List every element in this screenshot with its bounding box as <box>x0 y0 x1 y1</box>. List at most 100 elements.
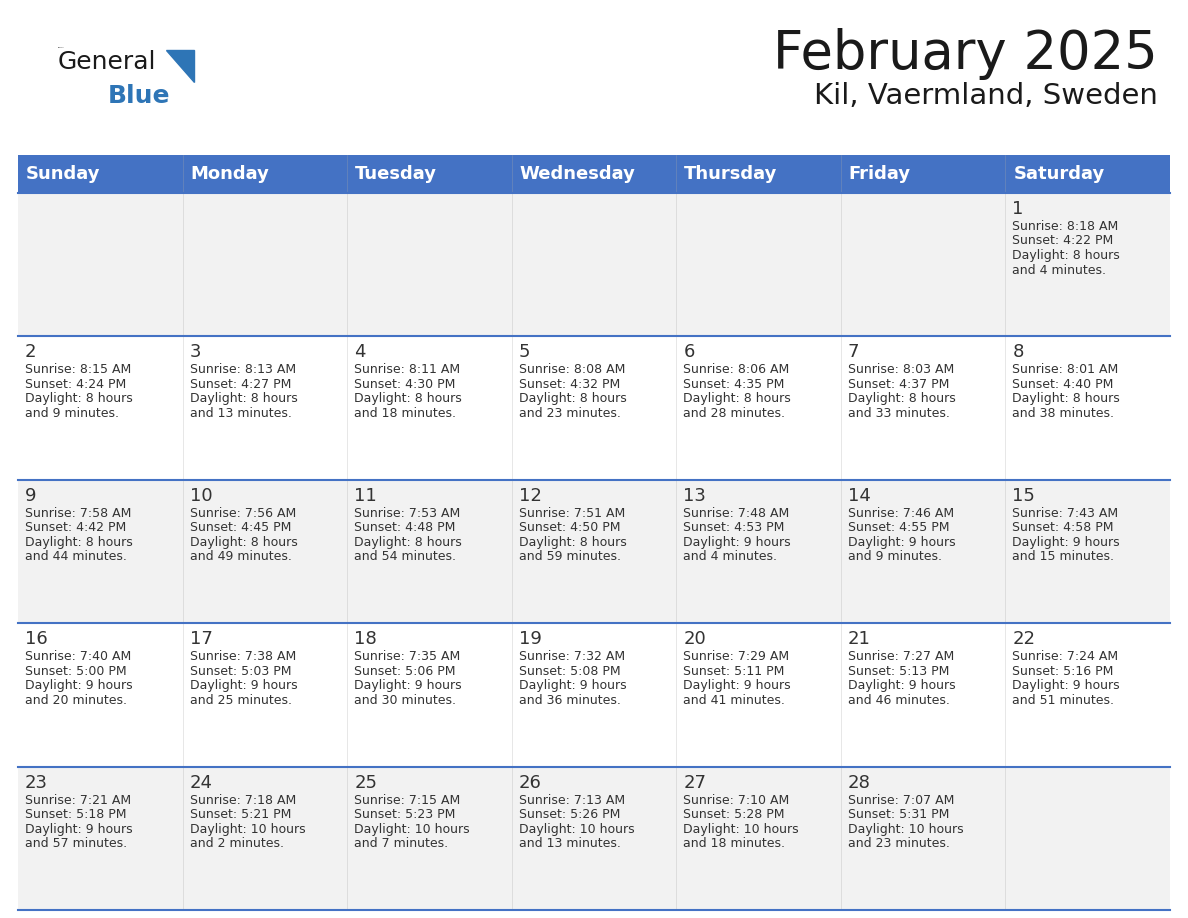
Text: Sunset: 5:28 PM: Sunset: 5:28 PM <box>683 808 785 821</box>
Bar <box>18 193 1170 336</box>
Text: 17: 17 <box>190 630 213 648</box>
Text: Sunset: 5:23 PM: Sunset: 5:23 PM <box>354 808 455 821</box>
Text: and 57 minutes.: and 57 minutes. <box>25 837 127 850</box>
Text: Sunset: 4:40 PM: Sunset: 4:40 PM <box>1012 378 1114 391</box>
Text: and 4 minutes.: and 4 minutes. <box>683 550 777 564</box>
Text: Tuesday: Tuesday <box>355 165 437 183</box>
Text: and 38 minutes.: and 38 minutes. <box>1012 407 1114 420</box>
Text: 27: 27 <box>683 774 707 791</box>
Text: 15: 15 <box>1012 487 1035 505</box>
Bar <box>18 480 1170 623</box>
Text: General: General <box>58 50 157 74</box>
Bar <box>1005 155 1170 193</box>
Bar <box>18 336 1170 480</box>
Text: Sunset: 4:48 PM: Sunset: 4:48 PM <box>354 521 455 534</box>
Text: Sunset: 5:31 PM: Sunset: 5:31 PM <box>848 808 949 821</box>
Bar <box>512 155 676 193</box>
Text: and 25 minutes.: and 25 minutes. <box>190 694 291 707</box>
Text: Sunrise: 7:21 AM: Sunrise: 7:21 AM <box>25 793 131 807</box>
Text: Sunrise: 7:58 AM: Sunrise: 7:58 AM <box>25 507 132 520</box>
Text: Sunset: 4:24 PM: Sunset: 4:24 PM <box>25 378 126 391</box>
Text: Sunset: 5:03 PM: Sunset: 5:03 PM <box>190 665 291 677</box>
Text: 6: 6 <box>683 343 695 362</box>
Text: Sunset: 5:18 PM: Sunset: 5:18 PM <box>25 808 126 821</box>
Text: Daylight: 8 hours: Daylight: 8 hours <box>683 392 791 406</box>
Text: 18: 18 <box>354 630 377 648</box>
Text: Sunrise: 7:07 AM: Sunrise: 7:07 AM <box>848 793 954 807</box>
Text: Sunset: 4:45 PM: Sunset: 4:45 PM <box>190 521 291 534</box>
Text: 24: 24 <box>190 774 213 791</box>
Text: and 20 minutes.: and 20 minutes. <box>25 694 127 707</box>
Text: Sunrise: 7:15 AM: Sunrise: 7:15 AM <box>354 793 461 807</box>
Text: 11: 11 <box>354 487 377 505</box>
Text: Sunrise: 7:29 AM: Sunrise: 7:29 AM <box>683 650 789 663</box>
Text: Daylight: 8 hours: Daylight: 8 hours <box>190 392 297 406</box>
Text: Daylight: 9 hours: Daylight: 9 hours <box>25 823 133 835</box>
Text: Sunrise: 8:06 AM: Sunrise: 8:06 AM <box>683 364 790 376</box>
Text: and 7 minutes.: and 7 minutes. <box>354 837 448 850</box>
Text: Daylight: 10 hours: Daylight: 10 hours <box>519 823 634 835</box>
Text: and 13 minutes.: and 13 minutes. <box>190 407 291 420</box>
Text: 16: 16 <box>25 630 48 648</box>
Text: Friday: Friday <box>849 165 911 183</box>
Text: Daylight: 10 hours: Daylight: 10 hours <box>354 823 469 835</box>
Text: Sunrise: 7:56 AM: Sunrise: 7:56 AM <box>190 507 296 520</box>
Bar <box>18 155 183 193</box>
Bar <box>676 155 841 193</box>
Text: 21: 21 <box>848 630 871 648</box>
Text: Daylight: 8 hours: Daylight: 8 hours <box>354 392 462 406</box>
Text: Sunset: 4:53 PM: Sunset: 4:53 PM <box>683 521 784 534</box>
Text: 1: 1 <box>1012 200 1024 218</box>
Text: Daylight: 9 hours: Daylight: 9 hours <box>848 679 955 692</box>
Text: Daylight: 9 hours: Daylight: 9 hours <box>683 679 791 692</box>
Text: Sunset: 4:30 PM: Sunset: 4:30 PM <box>354 378 455 391</box>
Text: 5: 5 <box>519 343 530 362</box>
Text: Sunset: 5:16 PM: Sunset: 5:16 PM <box>1012 665 1114 677</box>
Text: Sunset: 4:55 PM: Sunset: 4:55 PM <box>848 521 949 534</box>
Text: Daylight: 8 hours: Daylight: 8 hours <box>354 536 462 549</box>
Bar <box>18 623 1170 767</box>
Text: Sunset: 5:08 PM: Sunset: 5:08 PM <box>519 665 620 677</box>
Text: February 2025: February 2025 <box>773 28 1158 80</box>
Text: Daylight: 8 hours: Daylight: 8 hours <box>519 392 626 406</box>
Text: Daylight: 9 hours: Daylight: 9 hours <box>848 536 955 549</box>
Text: and 9 minutes.: and 9 minutes. <box>25 407 119 420</box>
Text: Kil, Vaermland, Sweden: Kil, Vaermland, Sweden <box>814 82 1158 110</box>
Text: Sunset: 4:22 PM: Sunset: 4:22 PM <box>1012 234 1113 248</box>
Text: 7: 7 <box>848 343 859 362</box>
Text: 3: 3 <box>190 343 201 362</box>
Text: and 23 minutes.: and 23 minutes. <box>848 837 949 850</box>
Text: 2: 2 <box>25 343 37 362</box>
Text: and 13 minutes.: and 13 minutes. <box>519 837 620 850</box>
Text: Sunrise: 8:11 AM: Sunrise: 8:11 AM <box>354 364 460 376</box>
Text: Sunset: 4:50 PM: Sunset: 4:50 PM <box>519 521 620 534</box>
Text: and 49 minutes.: and 49 minutes. <box>190 550 291 564</box>
Text: Sunrise: 7:40 AM: Sunrise: 7:40 AM <box>25 650 131 663</box>
Text: Daylight: 8 hours: Daylight: 8 hours <box>1012 392 1120 406</box>
Text: Blue: Blue <box>108 84 171 108</box>
Text: and 51 minutes.: and 51 minutes. <box>1012 694 1114 707</box>
Text: Sunrise: 8:08 AM: Sunrise: 8:08 AM <box>519 364 625 376</box>
Text: 13: 13 <box>683 487 706 505</box>
Text: Sunrise: 7:51 AM: Sunrise: 7:51 AM <box>519 507 625 520</box>
Text: Sunset: 5:11 PM: Sunset: 5:11 PM <box>683 665 784 677</box>
Text: Sunset: 5:21 PM: Sunset: 5:21 PM <box>190 808 291 821</box>
Text: Daylight: 8 hours: Daylight: 8 hours <box>25 536 133 549</box>
Text: Sunrise: 7:13 AM: Sunrise: 7:13 AM <box>519 793 625 807</box>
Text: Sunrise: 7:53 AM: Sunrise: 7:53 AM <box>354 507 461 520</box>
Text: Daylight: 10 hours: Daylight: 10 hours <box>683 823 798 835</box>
Text: Sunset: 4:42 PM: Sunset: 4:42 PM <box>25 521 126 534</box>
Text: Sunrise: 8:13 AM: Sunrise: 8:13 AM <box>190 364 296 376</box>
Text: and 41 minutes.: and 41 minutes. <box>683 694 785 707</box>
Bar <box>183 155 347 193</box>
Text: Sunset: 4:58 PM: Sunset: 4:58 PM <box>1012 521 1114 534</box>
Text: 14: 14 <box>848 487 871 505</box>
Text: Wednesday: Wednesday <box>519 165 636 183</box>
Text: and 18 minutes.: and 18 minutes. <box>354 407 456 420</box>
Bar <box>841 155 1005 193</box>
Text: 22: 22 <box>1012 630 1036 648</box>
Text: 9: 9 <box>25 487 37 505</box>
Text: Sunrise: 7:24 AM: Sunrise: 7:24 AM <box>1012 650 1119 663</box>
Text: #1a1a1a: #1a1a1a <box>58 47 64 48</box>
Text: 8: 8 <box>1012 343 1024 362</box>
